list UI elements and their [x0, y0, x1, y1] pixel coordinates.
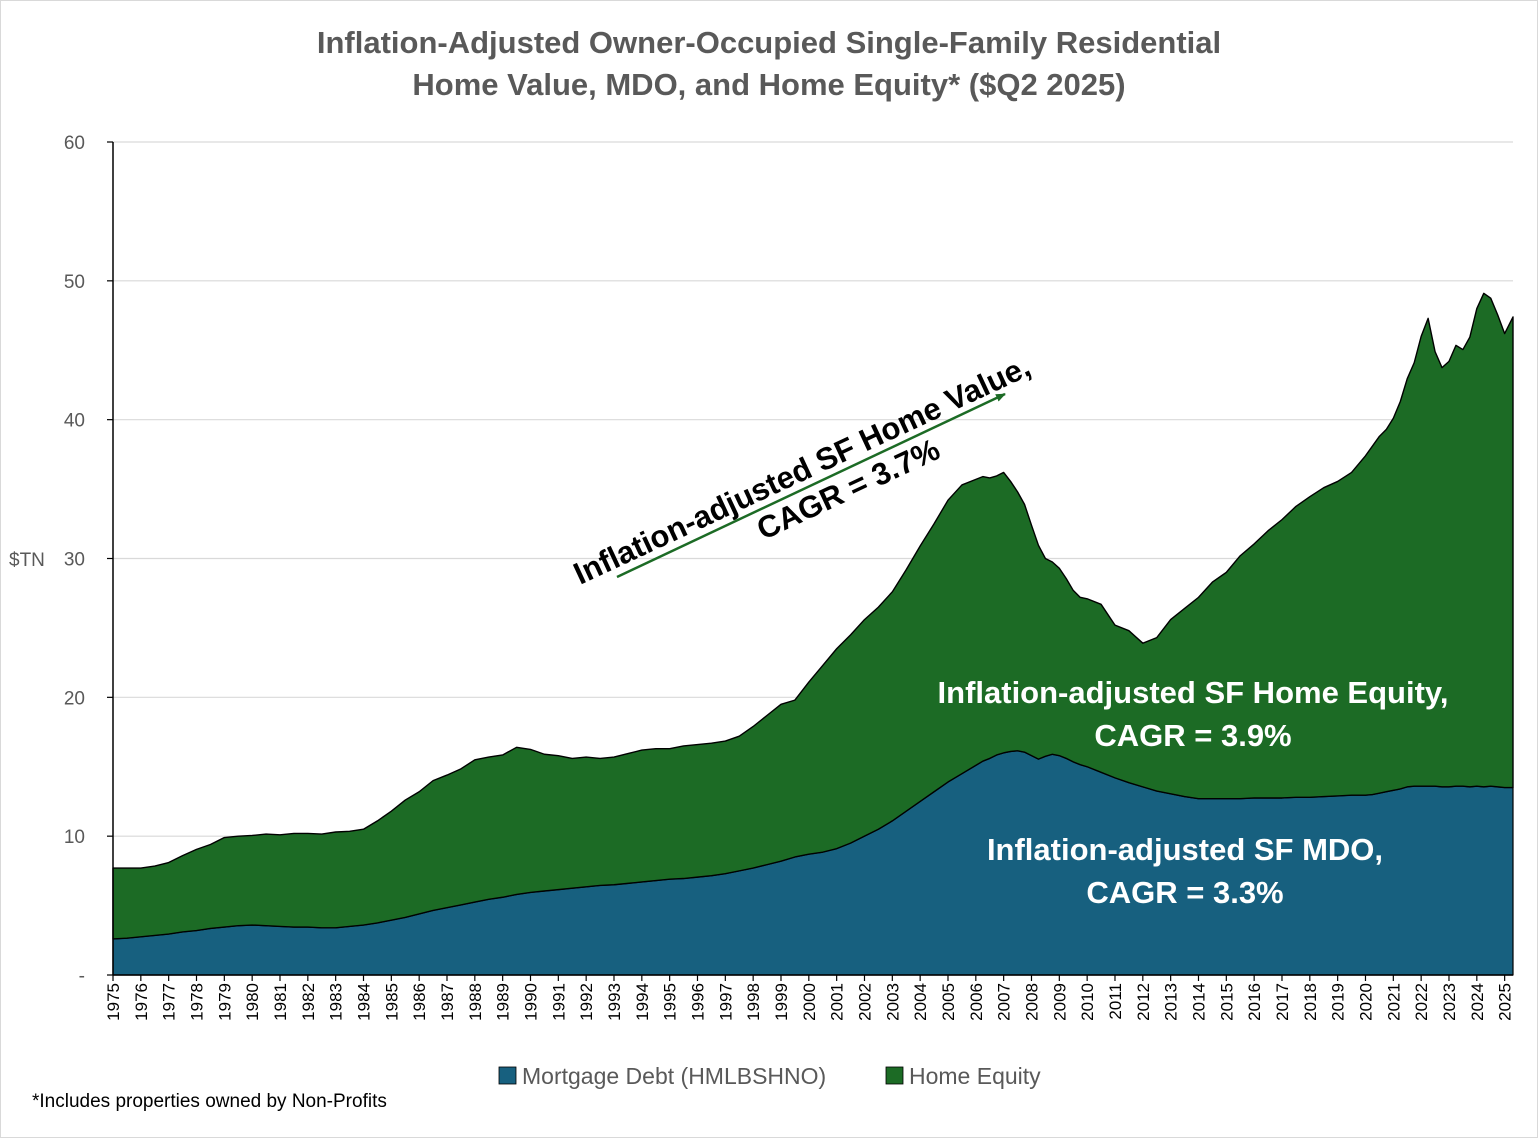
x-tick-label: 1978 [187, 983, 206, 1021]
x-tick-label: 1989 [494, 983, 513, 1021]
x-tick-label: 2019 [1329, 983, 1348, 1021]
x-tick-label: 2010 [1078, 983, 1097, 1021]
x-tick-label: 2020 [1356, 983, 1375, 1021]
x-tick-label: 1996 [688, 983, 707, 1021]
x-tick-label: 2018 [1301, 983, 1320, 1021]
y-tick-label: 20 [64, 688, 85, 709]
x-tick-label: 1977 [160, 983, 179, 1021]
x-tick-label: 2017 [1273, 983, 1292, 1021]
x-tick-label: 2004 [911, 983, 930, 1021]
x-tick-label: 2011 [1106, 983, 1125, 1020]
x-tick-label: 2007 [995, 983, 1014, 1021]
home-equity-annotation-line-1: Inflation-adjusted SF Home Equity, [938, 675, 1449, 710]
x-tick-label: 1981 [271, 983, 290, 1021]
y-axis-label: $TN [9, 550, 45, 571]
legend-swatch-home-equity [885, 1066, 904, 1085]
x-tick-label: 1995 [661, 983, 680, 1021]
legend-label-mortgage-debt: Mortgage Debt (HMLBSHNO) [522, 1063, 826, 1089]
x-tick-label: 1998 [744, 983, 763, 1021]
x-tick-label: 2000 [800, 983, 819, 1021]
x-tick-label: 1983 [327, 983, 346, 1021]
x-tick-label: 1994 [633, 983, 652, 1021]
x-tick-label: 1980 [243, 983, 262, 1021]
chart-title-line-1: Inflation-Adjusted Owner-Occupied Single… [316, 25, 1222, 60]
chart-title: Inflation-Adjusted Owner-Occupied Single… [0, 22, 1538, 106]
x-tick-label: 2006 [967, 983, 986, 1021]
x-tick-label: 1997 [716, 983, 735, 1021]
x-tick-label: 2023 [1440, 983, 1459, 1021]
x-tick-label: 1999 [772, 983, 791, 1021]
x-tick-label: 1988 [466, 983, 485, 1021]
home-equity-annotation-line-2: CAGR = 3.9% [1094, 718, 1291, 753]
x-tick-label: 1984 [354, 983, 373, 1021]
y-tick-label: 60 [64, 133, 85, 154]
x-tick-label: 1986 [410, 983, 429, 1021]
area-series [112, 292, 1514, 976]
mdo-annotation-line-1: Inflation-adjusted SF MDO, [987, 832, 1383, 867]
x-tick-label: 2015 [1217, 983, 1236, 1021]
legend-label-home-equity: Home Equity [909, 1063, 1041, 1089]
growth-arrow [616, 392, 1006, 579]
x-tick-label: 1985 [382, 983, 401, 1021]
y-tick-label: 30 [64, 550, 85, 571]
x-tick-label: 1991 [549, 983, 568, 1021]
y-tick-label: 50 [64, 272, 85, 293]
x-tick-label: 1979 [215, 983, 234, 1021]
mdo-annotation-line-2: CAGR = 3.3% [1086, 875, 1283, 910]
y-tick-label: 40 [64, 411, 85, 432]
x-axis-ticks: 1975 1976 1977 1978 1979 1980 1981 1982 1983 1984… [104, 975, 1515, 1021]
x-tick-label: 2002 [855, 983, 874, 1021]
x-tick-label: 2008 [1022, 983, 1041, 1021]
x-tick-label: 1975 [104, 983, 123, 1021]
x-tick-label: 2005 [939, 983, 958, 1021]
y-axis-ticks: - 10 20 30 40 50 60 [64, 133, 113, 987]
x-tick-label: 2021 [1384, 983, 1403, 1021]
x-tick-label: 1993 [605, 983, 624, 1021]
x-tick-label: 2009 [1050, 983, 1069, 1021]
x-tick-label: 2022 [1412, 983, 1431, 1021]
x-tick-label: 2003 [883, 983, 902, 1021]
x-tick-label: 2012 [1134, 983, 1153, 1021]
y-tick-label: - [79, 966, 85, 987]
legend-swatch-mortgage-debt [498, 1066, 517, 1085]
x-tick-label: 1976 [132, 983, 151, 1021]
x-tick-label: 2016 [1245, 983, 1264, 1021]
area-home-equity [112, 292, 1514, 940]
x-tick-label: 2013 [1162, 983, 1181, 1021]
legend: Mortgage Debt (HMLBSHNO) Home Equity [498, 1063, 1041, 1089]
x-tick-label: 2024 [1468, 983, 1487, 1021]
x-tick-label: 1987 [438, 983, 457, 1021]
y-tick-label: 10 [64, 827, 85, 848]
chart-title-line-2: Home Value, MDO, and Home Equity* ($Q2 2… [412, 67, 1126, 102]
x-tick-label: 2014 [1189, 983, 1208, 1021]
x-tick-label: 2001 [828, 983, 847, 1021]
x-tick-label: 2025 [1496, 983, 1515, 1021]
footnote: *Includes properties owned by Non-Profit… [32, 1091, 387, 1112]
x-tick-label: 1982 [299, 983, 318, 1021]
x-tick-label: 1990 [521, 983, 540, 1021]
x-tick-label: 1992 [577, 983, 596, 1021]
